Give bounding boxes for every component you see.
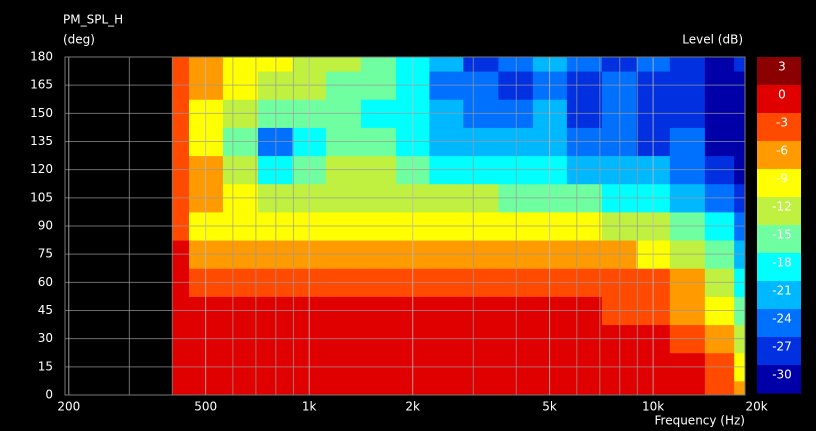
y-tick-label: 90 xyxy=(38,219,53,233)
plot-border xyxy=(64,56,746,396)
colorbar-tick-label: -21 xyxy=(772,284,792,298)
heat-cell xyxy=(188,380,224,396)
colorbar-swatch xyxy=(757,225,801,254)
colorbar-tick-label: -18 xyxy=(772,256,792,270)
colorbar-swatch xyxy=(757,113,801,142)
x-tick-label: 2k xyxy=(405,400,420,414)
x-tick-label: 20k xyxy=(746,400,768,414)
heat-cell xyxy=(325,380,362,396)
colorbar-tick-label: -3 xyxy=(776,116,788,130)
heat-cell xyxy=(222,380,259,396)
y-tick-label: 45 xyxy=(38,303,53,317)
colorbar-swatch xyxy=(757,169,801,198)
heat-cell xyxy=(734,380,746,396)
colorbar-label: Level (dB) xyxy=(682,33,743,47)
heat-cell xyxy=(222,57,259,72)
y-tick-label: 75 xyxy=(38,247,53,261)
colorbar-tick-label: 3 xyxy=(778,60,786,74)
heat-cell xyxy=(360,57,397,72)
heat-cell xyxy=(463,57,499,72)
x-tick-label: 10k xyxy=(642,400,664,414)
heat-cell xyxy=(532,380,568,396)
y-axis-label: (deg) xyxy=(63,33,95,47)
colorbar-tick-label: -12 xyxy=(772,200,792,214)
heat-cell xyxy=(532,57,568,72)
heat-cell xyxy=(360,380,397,396)
colorbar-swatch xyxy=(757,281,801,310)
y-tick-label: 135 xyxy=(30,134,53,148)
heat-cell xyxy=(172,57,190,72)
y-tick-label: 105 xyxy=(30,190,53,204)
x-axis-label: Frequency (Hz) xyxy=(655,414,746,428)
heat-cell xyxy=(704,57,735,72)
heat-cell xyxy=(704,380,735,396)
x-tick-label: 5k xyxy=(542,400,557,414)
chart-title: PM_SPL_H xyxy=(63,13,123,27)
heat-cell xyxy=(429,380,464,396)
heat-cell xyxy=(463,380,499,396)
heat-cell xyxy=(566,57,603,72)
colorbar-tick-label: -27 xyxy=(772,340,792,354)
colorbar-tick-label: -9 xyxy=(776,172,788,186)
colorbar-swatch xyxy=(757,141,801,170)
colorbar-tick-label: -15 xyxy=(772,228,792,242)
heat-cell xyxy=(734,57,746,72)
colorbar-swatch xyxy=(757,85,801,114)
x-tick-label: 500 xyxy=(194,400,217,414)
heat-cell xyxy=(566,380,603,396)
y-tick-label: 30 xyxy=(38,331,53,345)
y-tick-label: 180 xyxy=(30,50,53,64)
y-tick-label: 165 xyxy=(30,78,53,92)
heat-cell xyxy=(188,57,224,72)
y-tick-label: 60 xyxy=(38,275,53,289)
x-tick-label: 1k xyxy=(302,400,317,414)
y-tick-label: 15 xyxy=(38,359,53,373)
colorbar-tick-label: -6 xyxy=(776,144,788,158)
y-tick-label: 120 xyxy=(30,162,53,176)
x-tick-label: 200 xyxy=(57,400,80,414)
colorbar-tick-label: -24 xyxy=(772,312,792,326)
colorbar-tick-label: -30 xyxy=(772,368,792,382)
colorbar-swatch xyxy=(757,365,801,394)
heat-cell xyxy=(669,380,706,396)
y-tick-label: 0 xyxy=(45,388,53,402)
heat-cell xyxy=(669,57,706,72)
colorbar-swatch xyxy=(757,253,801,282)
heat-cell xyxy=(325,57,362,72)
colorbar-swatch xyxy=(757,337,801,366)
colorbar-tick-label: 0 xyxy=(778,88,786,102)
heat-cell xyxy=(172,380,190,396)
y-tick-label: 150 xyxy=(30,106,53,120)
colorbar-swatch xyxy=(757,309,801,338)
colorbar-swatch xyxy=(757,197,801,226)
colorbar-swatch xyxy=(757,57,801,86)
heat-cell xyxy=(429,57,464,72)
